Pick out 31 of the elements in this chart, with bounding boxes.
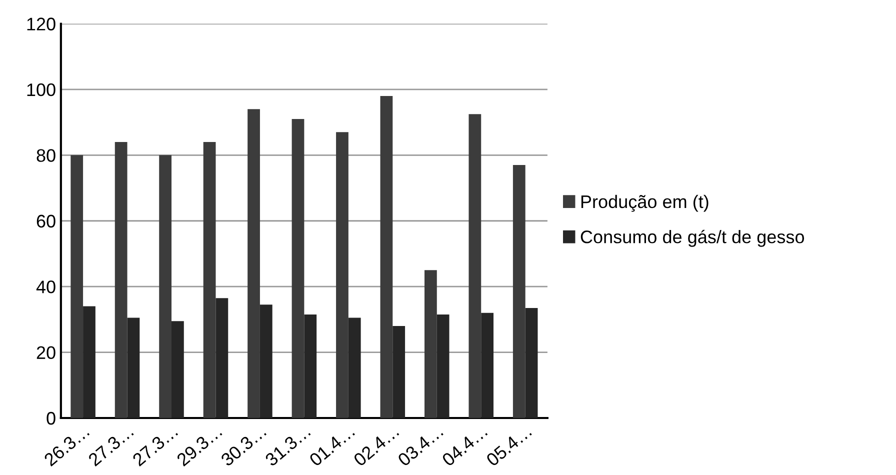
bar bbox=[424, 270, 437, 418]
bar bbox=[468, 114, 482, 418]
bar bbox=[159, 155, 172, 418]
bar bbox=[127, 318, 140, 418]
y-tick-label: 80 bbox=[36, 149, 56, 162]
y-tick-label: 60 bbox=[36, 214, 56, 228]
bar bbox=[203, 142, 216, 418]
bar bbox=[481, 312, 494, 418]
bar bbox=[248, 109, 260, 418]
y-tick-label: 100 bbox=[27, 83, 56, 96]
legend-label: Produção em (t) bbox=[581, 194, 708, 212]
bar bbox=[304, 314, 317, 418]
bar bbox=[436, 314, 450, 418]
bar bbox=[114, 142, 128, 418]
legend-label: Consumo de gás/t de gesso bbox=[580, 230, 804, 247]
bar bbox=[216, 298, 228, 418]
y-tick-label: 120 bbox=[27, 18, 56, 30]
bar bbox=[70, 155, 84, 418]
bar bbox=[348, 318, 361, 418]
bar bbox=[292, 119, 304, 418]
bar bbox=[172, 321, 184, 418]
bar bbox=[83, 306, 96, 418]
bar bbox=[525, 308, 538, 418]
y-tick-label: 20 bbox=[36, 346, 56, 360]
bar bbox=[392, 326, 406, 418]
bar bbox=[512, 165, 526, 418]
bar bbox=[260, 304, 272, 418]
bar bbox=[336, 132, 348, 418]
y-tick-label: 40 bbox=[36, 280, 56, 294]
bar bbox=[380, 96, 393, 418]
y-tick-label: 0 bbox=[46, 412, 56, 425]
